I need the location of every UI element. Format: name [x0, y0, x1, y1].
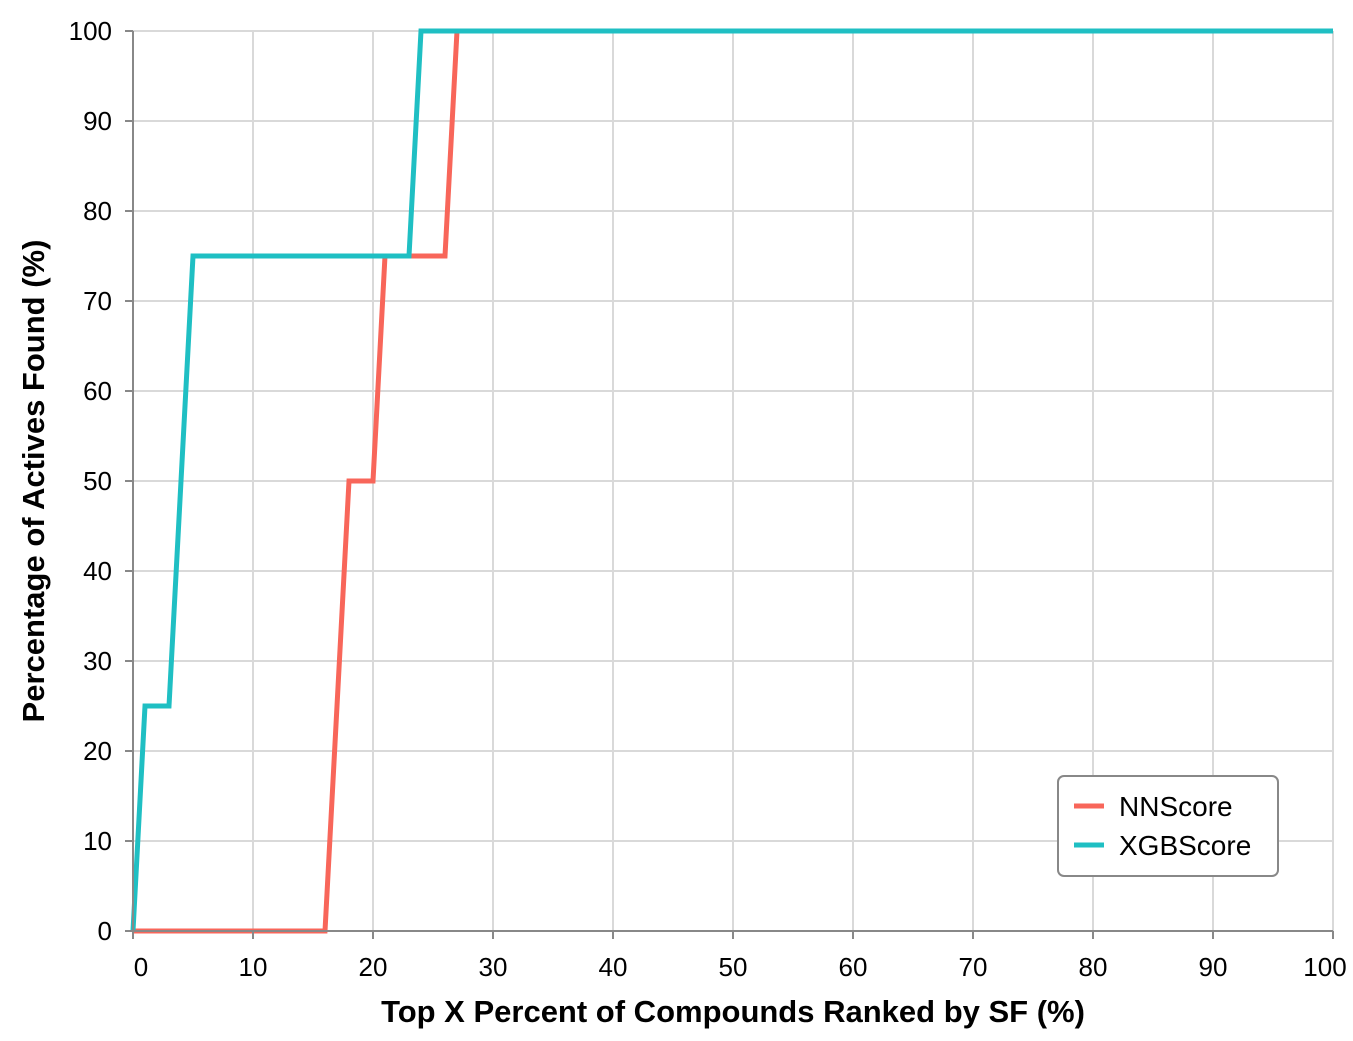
- x-tick-label: 70: [959, 952, 988, 982]
- y-tick-0: 0: [98, 916, 133, 946]
- x-tick-label: 40: [599, 952, 628, 982]
- x-tick-2: 20: [359, 931, 388, 982]
- y-tick-2: 20: [83, 736, 133, 766]
- x-tick-label: 0: [134, 952, 148, 982]
- y-tick-label: 20: [83, 736, 112, 766]
- x-tick-9: 90: [1199, 931, 1228, 982]
- x-tick-label: 30: [479, 952, 508, 982]
- series-line-nnscore: [133, 28, 1333, 934]
- legend-item-nnscore: NNScore: [1074, 791, 1233, 822]
- series-line-xgbscore: [130, 28, 1333, 932]
- x-tick-6: 60: [839, 931, 868, 982]
- y-axis-title: Percentage of Actives Found (%): [16, 240, 51, 723]
- y-tick-6: 60: [83, 376, 133, 406]
- x-axis-title: Top X Percent of Compounds Ranked by SF …: [381, 994, 1085, 1029]
- y-tick-label: 40: [83, 556, 112, 586]
- x-tick-3: 30: [479, 931, 508, 982]
- x-tick-10: 100: [1303, 931, 1347, 982]
- y-tick-label: 70: [83, 286, 112, 316]
- y-tick-label: 0: [98, 916, 112, 946]
- y-tick-8: 80: [83, 196, 133, 226]
- y-tick-label: 100: [69, 16, 112, 46]
- x-tick-5: 50: [719, 931, 748, 982]
- y-tick-label: 30: [83, 646, 112, 676]
- y-tick-label: 60: [83, 376, 112, 406]
- y-tick-10: 100: [69, 16, 133, 46]
- x-tick-8: 80: [1079, 931, 1108, 982]
- legend-box: [1057, 775, 1279, 877]
- tick-labels: 0 10 20 30 40 50 60 70 80 90 100 0 10 20 30 40 50 60 70 80 9…: [69, 16, 1347, 982]
- x-tick-label: 10: [239, 952, 268, 982]
- series-group: [130, 28, 1333, 934]
- y-tick-3: 30: [83, 646, 133, 676]
- y-tick-1: 10: [83, 826, 133, 856]
- y-tick-label: 50: [83, 466, 112, 496]
- y-tick-label: 10: [83, 826, 112, 856]
- x-tick-label: 80: [1079, 952, 1108, 982]
- legend-item-xgbscore: XGBScore: [1074, 830, 1251, 861]
- y-tick-7: 70: [83, 286, 133, 316]
- x-tick-label: 90: [1199, 952, 1228, 982]
- y-tick-9: 90: [83, 106, 133, 136]
- legend: NNScore XGBScore: [1057, 775, 1279, 877]
- y-tick-4: 40: [83, 556, 133, 586]
- x-tick-7: 70: [959, 931, 988, 982]
- x-tick-label: 100: [1303, 952, 1346, 982]
- x-tick-1: 10: [239, 931, 268, 982]
- y-tick-label: 80: [83, 196, 112, 226]
- y-tick-label: 90: [83, 106, 112, 136]
- x-tick-4: 40: [599, 931, 628, 982]
- x-tick-0: 0: [132, 931, 148, 982]
- x-tick-label: 50: [719, 952, 748, 982]
- x-tick-label: 60: [839, 952, 868, 982]
- legend-label: XGBScore: [1119, 830, 1251, 861]
- y-tick-5: 50: [83, 466, 133, 496]
- legend-label: NNScore: [1119, 791, 1233, 822]
- x-tick-label: 20: [359, 952, 388, 982]
